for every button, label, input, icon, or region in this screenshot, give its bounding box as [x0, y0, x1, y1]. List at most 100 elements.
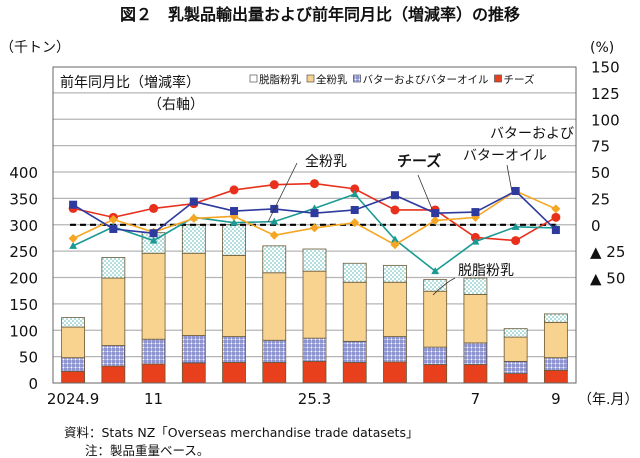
- x-axis-unit: （年.月）: [578, 392, 638, 408]
- right-tick-label: 25: [591, 190, 610, 208]
- legend-title: 前年同月比（増減率）: [60, 74, 200, 91]
- bar-butter: [383, 336, 407, 363]
- bar-wmp: [101, 277, 126, 346]
- legend-label: 全粉乳: [316, 73, 348, 86]
- bar-wmp: [463, 293, 488, 344]
- legend-swatch: [494, 74, 502, 83]
- annotation-smp: 脱脂粉乳: [458, 263, 514, 279]
- point-wmp: [68, 233, 78, 243]
- bar-wmp: [503, 336, 528, 362]
- point-wmp: [269, 230, 279, 240]
- bar-cheese: [101, 365, 126, 384]
- point-butter: [230, 207, 239, 216]
- x-tick-label: 11: [144, 390, 163, 408]
- bar-wmp: [383, 281, 407, 337]
- bar-butter: [463, 342, 488, 365]
- right-tick-label: 125: [591, 85, 620, 103]
- bar-butter: [302, 337, 327, 362]
- bar-cheese: [262, 362, 287, 384]
- left-axis-unit: （千トン）: [0, 40, 70, 56]
- right-tick-label: ▲ 50: [590, 270, 625, 288]
- right-tick-label: 150: [591, 59, 620, 77]
- point-butter: [431, 209, 440, 218]
- point-cheese: [390, 205, 400, 215]
- bar-butter: [543, 357, 568, 371]
- bar-butter: [101, 345, 126, 367]
- bar-wmp: [181, 252, 206, 336]
- source-note: 資料：Stats NZ「Overseas merchandise trade d…: [64, 425, 418, 440]
- annotation-butter-1: バターおよび: [490, 126, 574, 142]
- right-tick-label: 50: [591, 164, 610, 182]
- bar-wmp: [222, 254, 246, 337]
- bar-butter: [503, 360, 528, 374]
- bar-butter: [423, 346, 448, 365]
- bar-cheese: [302, 360, 327, 384]
- point-butter: [350, 205, 359, 214]
- bar-cheese: [543, 369, 568, 384]
- annotation-wmp: 全粉乳: [305, 153, 347, 170]
- point-cheese: [551, 212, 561, 222]
- x-tick-label: 25.3: [298, 390, 331, 408]
- point-cheese: [149, 203, 159, 213]
- point-smp: [270, 217, 279, 225]
- bar-smp: [61, 317, 86, 328]
- point-butter: [310, 209, 319, 218]
- bar-butter: [61, 357, 86, 372]
- right-tick-label: 0: [591, 217, 601, 235]
- bar-smp: [543, 313, 568, 323]
- point-butter: [551, 226, 560, 235]
- bar-butter: [181, 335, 206, 364]
- bar-butter: [222, 336, 246, 363]
- point-smp: [471, 237, 480, 245]
- point-butter: [511, 186, 520, 195]
- annotation-cheese: チーズ: [397, 152, 441, 170]
- x-tick-label: 9: [551, 390, 561, 408]
- plot-area-border: [52, 66, 577, 384]
- point-cheese: [310, 179, 319, 189]
- bar-cheese: [503, 373, 528, 384]
- bar-butter: [342, 340, 367, 363]
- bar-wmp: [61, 326, 86, 359]
- legend-label: 脱脂粉乳: [259, 73, 301, 86]
- legend-swatch: [306, 74, 315, 83]
- annotations: 全粉乳 チーズ バターおよび バターオイル 脱脂粉乳: [267, 126, 574, 296]
- point-smp: [69, 241, 78, 249]
- left-tick-label: 200: [9, 270, 38, 288]
- annotation-butter-2: バターオイル: [463, 148, 547, 164]
- x-tick-label: 2024.9: [47, 390, 100, 408]
- bar-smp: [101, 257, 126, 279]
- point-wmp: [350, 218, 360, 228]
- bar-wmp: [141, 252, 166, 340]
- bar-wmp: [262, 272, 287, 341]
- point-butter: [471, 208, 480, 217]
- right-axis-unit: (%): [590, 40, 614, 56]
- bar-smp: [342, 262, 367, 283]
- point-butter: [69, 200, 78, 209]
- bar-wmp: [342, 281, 367, 342]
- point-wmp: [108, 214, 118, 224]
- legend-swatch: [249, 74, 258, 83]
- point-smp: [149, 236, 158, 244]
- point-wmp: [310, 223, 319, 233]
- point-smp: [431, 267, 440, 275]
- bar-cheese: [423, 364, 448, 384]
- point-butter: [189, 197, 198, 206]
- x-tick-label: 7: [471, 390, 481, 408]
- bar-cheese: [141, 363, 166, 384]
- bar-butter: [141, 338, 166, 365]
- left-tick-label: 100: [9, 322, 38, 340]
- left-tick-label: 50: [19, 349, 38, 367]
- point-smp: [230, 218, 239, 226]
- point-butter: [390, 191, 399, 200]
- bar-smp: [423, 279, 448, 292]
- right-tick-label: ▲ 25: [590, 243, 625, 261]
- point-smp: [350, 190, 359, 198]
- bar-butter: [262, 339, 287, 363]
- bar-wmp: [302, 270, 327, 339]
- bar-smp: [222, 224, 246, 256]
- left-tick-label: 400: [9, 164, 38, 182]
- point-butter: [109, 224, 118, 233]
- point-butter: [149, 229, 158, 238]
